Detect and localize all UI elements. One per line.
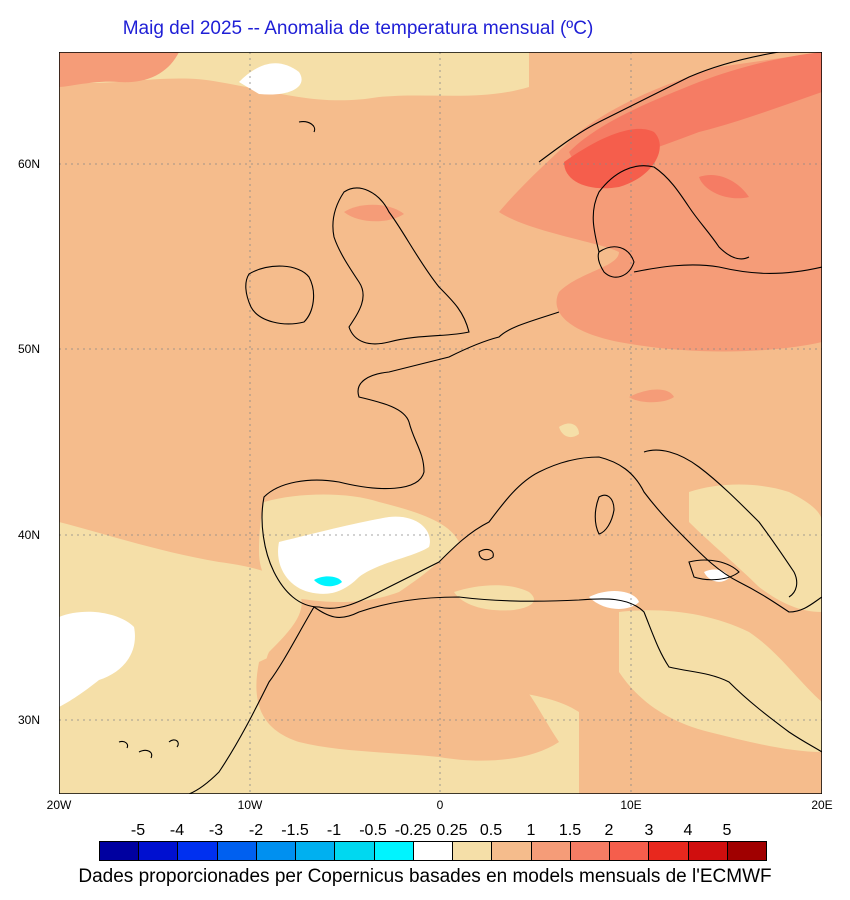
colorbar-swatch xyxy=(296,842,336,860)
anomaly-light-med xyxy=(454,585,534,611)
lon-label-20w: 20W xyxy=(46,798,72,812)
coastlines xyxy=(118,52,822,794)
lon-label-10w: 10W xyxy=(237,798,263,812)
colorbar-label: -0.25 xyxy=(394,822,432,839)
colorbar-label: 2 xyxy=(604,822,614,839)
anomaly-map xyxy=(59,52,822,794)
colorbar-swatch xyxy=(217,842,257,860)
chart-title: Maig del 2025 -- Anomalia de temperatura… xyxy=(122,18,594,39)
anomaly-hot-norway xyxy=(564,128,660,189)
colorbar-label: 4 xyxy=(683,822,693,839)
lon-label-10e: 10E xyxy=(620,798,642,812)
colorbar-label: 0.25 xyxy=(436,822,468,839)
data-credit: Dades proporcionades per Copernicus basa… xyxy=(78,866,772,887)
anomaly-neutral-atlantic xyxy=(59,611,135,707)
lon-label-0: 0 xyxy=(436,798,444,812)
colorbar-labels: -5 -4 -3 -2 -1.5 -1 -0.5 -0.25 0.25 0.5 … xyxy=(0,822,850,842)
colorbar-swatch xyxy=(727,842,766,860)
colorbar-label: -1 xyxy=(326,822,342,839)
lat-label-40n: 40N xyxy=(18,528,41,542)
lat-label-60n: 60N xyxy=(18,157,41,171)
colorbar-swatch xyxy=(531,842,571,860)
lon-label-20e: 20E xyxy=(811,798,833,812)
colorbar-label: -1.5 xyxy=(281,822,309,839)
map-svg xyxy=(59,52,822,794)
colorbar-swatch xyxy=(178,842,218,860)
colorbar-label: -2 xyxy=(248,822,264,839)
colorbar-label: -5 xyxy=(130,822,146,839)
colorbar-label: 5 xyxy=(722,822,732,839)
lat-label-30n: 30N xyxy=(18,713,41,727)
anomaly-warm-north-europe xyxy=(499,52,822,352)
colorbar-swatch xyxy=(335,842,375,860)
colorbar-swatch xyxy=(610,842,650,860)
lat-label-50n: 50N xyxy=(18,342,41,356)
anomaly-base-sahara xyxy=(256,640,559,761)
colorbar-swatch xyxy=(139,842,179,860)
anomaly-light-italy xyxy=(689,484,822,612)
colorbar-label: 3 xyxy=(644,822,654,839)
graticule xyxy=(59,52,822,794)
colorbar-label: -3 xyxy=(208,822,224,839)
colorbar-label: -4 xyxy=(169,822,185,839)
anomaly-warmer-sweden xyxy=(699,174,749,199)
colorbar-swatch xyxy=(256,842,297,860)
colorbar-swatch xyxy=(688,842,728,860)
anomaly-warm-scotland xyxy=(344,204,404,222)
colorbar-swatch xyxy=(492,842,532,860)
colorbar-label: 0.5 xyxy=(479,822,503,839)
colorbar-swatch xyxy=(453,842,493,860)
colorbar xyxy=(99,841,767,861)
colorbar-label: 1 xyxy=(526,822,536,839)
anomaly-light-libya xyxy=(619,610,822,752)
anomaly-cold-spot xyxy=(314,576,342,587)
anomaly-neutral-iberia xyxy=(278,516,430,594)
colorbar-swatch xyxy=(374,842,414,860)
anomaly-light-spot xyxy=(559,423,579,438)
anomaly-warm-alps xyxy=(629,389,674,403)
colorbar-swatch xyxy=(649,842,689,860)
colorbar-swatch xyxy=(100,842,140,860)
colorbar-label: -0.5 xyxy=(359,822,387,839)
colorbar-swatch xyxy=(413,842,454,860)
colorbar-label: 1.5 xyxy=(558,822,582,839)
colorbar-swatch xyxy=(570,842,611,860)
anomaly-warm-nw xyxy=(59,52,179,87)
anomaly-neutral-north xyxy=(239,63,302,95)
